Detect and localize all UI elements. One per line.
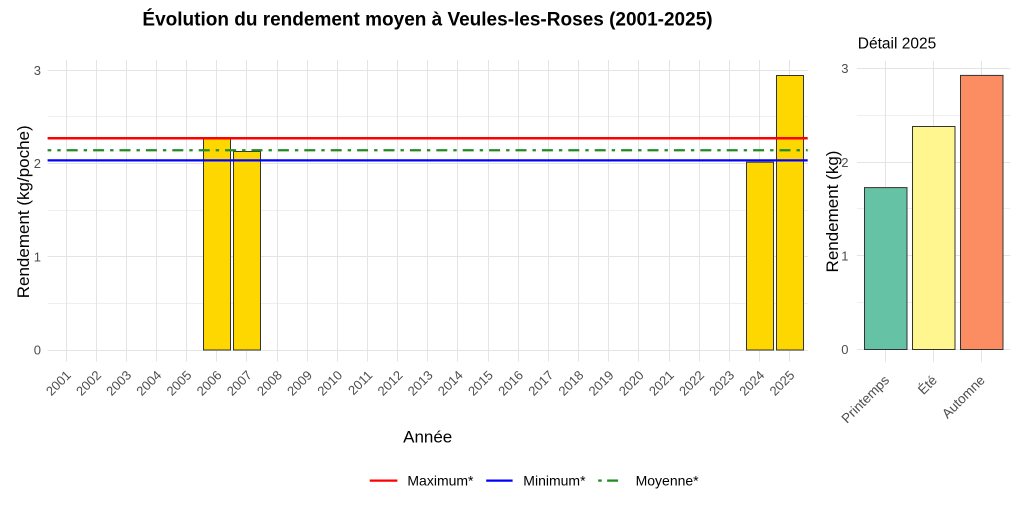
svg-text:1: 1	[841, 249, 848, 264]
svg-text:Minimum*: Minimum*	[523, 472, 586, 488]
svg-text:Rendement (kg/poche): Rendement (kg/poche)	[14, 125, 33, 298]
svg-text:Évolution du rendement moyen à: Évolution du rendement moyen à Veules-le…	[142, 9, 712, 31]
svg-text:Moyenne*: Moyenne*	[636, 472, 700, 488]
svg-text:2: 2	[841, 155, 848, 170]
svg-text:1: 1	[34, 249, 41, 264]
svg-text:2: 2	[34, 156, 41, 171]
svg-text:Détail 2025: Détail 2025	[858, 35, 936, 52]
svg-text:Année: Année	[403, 428, 452, 447]
svg-text:0: 0	[34, 343, 41, 358]
svg-text:Rendement (kg): Rendement (kg)	[823, 151, 842, 273]
svg-text:0: 0	[841, 342, 848, 357]
svg-text:3: 3	[34, 63, 41, 78]
svg-text:Maximum*: Maximum*	[407, 472, 474, 488]
svg-text:3: 3	[841, 61, 848, 76]
